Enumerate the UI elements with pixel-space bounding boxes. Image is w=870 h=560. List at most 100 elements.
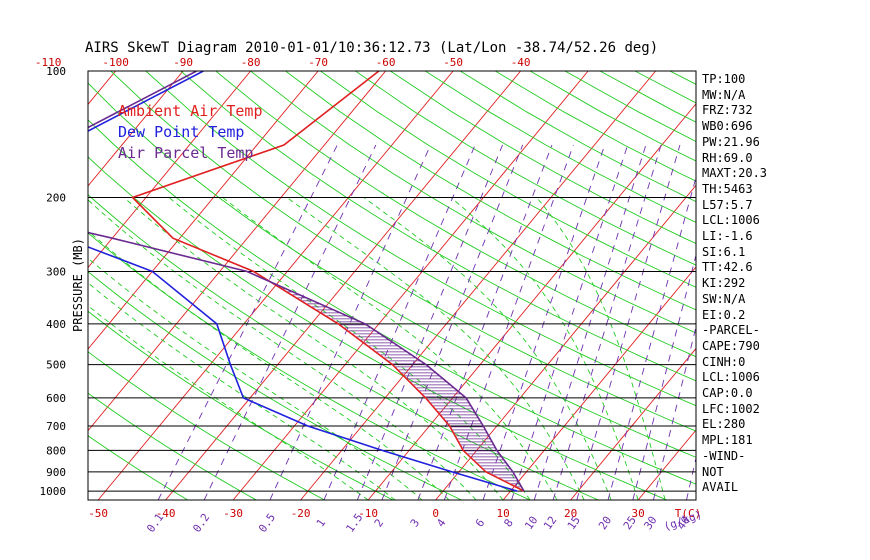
dry-adiabat-line xyxy=(285,71,696,311)
index-entry: L57:5.7 xyxy=(702,197,753,212)
dry-adiabat-line xyxy=(250,71,696,334)
dry-adiabat-line xyxy=(320,71,696,288)
mixing-ratio-line xyxy=(417,144,553,500)
plot-frame xyxy=(87,70,697,501)
x-tick-label: 20 xyxy=(564,507,577,520)
moist-adiabat-line xyxy=(123,197,504,500)
y-tick-label: 800 xyxy=(46,444,66,457)
index-entry: RH:69.0 xyxy=(702,150,753,165)
isotherm-line xyxy=(88,71,319,350)
mixing-ratio-label: 4 xyxy=(434,516,449,529)
mixing-ratio-line xyxy=(381,144,524,500)
dry-adiabat-line xyxy=(88,232,531,500)
moist-adiabat-line xyxy=(88,257,423,500)
legend-entry: Ambient Air Temp xyxy=(118,102,263,120)
x-top-tick-label: -100 xyxy=(102,56,129,69)
chart-title: AIRS SkewT Diagram 2010-01-01/10:36:12.7… xyxy=(85,40,658,56)
mixing-ratio-line xyxy=(552,144,662,500)
x-top-tick-label: -80 xyxy=(241,56,261,69)
moist-adiabat-line xyxy=(450,197,639,500)
index-entry: LCL:1006 xyxy=(702,370,760,385)
mixing-ratio-line xyxy=(533,144,647,500)
index-entry: KI:292 xyxy=(702,276,746,291)
x-top-tick-label: -60 xyxy=(376,56,396,69)
index-entry: CAP:0.0 xyxy=(702,386,753,401)
index-entry: LFC:1002 xyxy=(702,401,760,416)
index-entry: SW:N/A xyxy=(702,291,746,306)
dry-adiabat-line xyxy=(88,156,668,500)
dry-adiabat-line xyxy=(145,71,696,407)
dry-adiabat-line xyxy=(180,71,696,382)
isotherm-line xyxy=(435,184,696,500)
mixing-ratio-label: 15 xyxy=(565,514,583,532)
x-top-tick-label: -50 xyxy=(443,56,463,69)
mixing-ratio-label: 6 xyxy=(473,517,487,530)
index-entry: -WIND- xyxy=(702,448,746,463)
dry-adiabat-line xyxy=(88,351,325,500)
moist-adiabat-line xyxy=(536,197,666,500)
x-tick-label: -10 xyxy=(358,507,378,520)
mixing-ratio-label: 2 xyxy=(372,517,386,530)
index-entry: MAXT:20.3 xyxy=(702,166,768,181)
moist-adiabat-line xyxy=(222,197,558,500)
dry-adiabat-line xyxy=(88,310,394,500)
mixing-ratio-line xyxy=(511,144,629,500)
x-top-tick-label: -90 xyxy=(173,56,193,69)
dry-adiabat-line xyxy=(88,271,462,500)
mixing-ratio-label: 40 xyxy=(675,514,693,532)
y-tick-label: 300 xyxy=(46,265,66,278)
moist-adiabat-line xyxy=(88,282,396,500)
dry-adiabat-line xyxy=(88,392,257,500)
dry-adiabat-line xyxy=(110,71,696,432)
mixing-ratio-line xyxy=(203,144,377,500)
moist-adiabat-line xyxy=(88,305,369,500)
isotherm-line xyxy=(88,71,116,106)
x-top-tick-label: -40 xyxy=(511,56,531,69)
mixing-ratio-label: 20 xyxy=(596,514,614,532)
x-tick-label: 30 xyxy=(632,507,645,520)
y-tick-label: 500 xyxy=(46,359,66,372)
profile-lines xyxy=(88,71,525,492)
mixing-ratio-label: 3 xyxy=(408,517,422,530)
mixing-ratio-line xyxy=(576,144,681,500)
x-unit-label: T(C) xyxy=(675,507,702,520)
dry-adiabat-line xyxy=(88,82,696,458)
dry-adiabat-line xyxy=(88,435,188,500)
mixing-ratio-line xyxy=(632,253,696,500)
mixing-ratio-line xyxy=(607,175,696,500)
legend: Ambient Air Temp Dew Point Temp Air Parcel… xyxy=(118,102,263,162)
y-tick-label: 1000 xyxy=(40,485,67,498)
index-entry: TP:100 xyxy=(702,72,746,86)
x-tick-label: 0 xyxy=(432,507,439,520)
index-entry: CINH:0 xyxy=(702,354,746,369)
x-top-tick-label: -110 xyxy=(35,56,62,69)
y-tick-label: 600 xyxy=(46,392,66,405)
series-line xyxy=(88,71,518,492)
index-entry: EL:280 xyxy=(702,417,746,432)
mixing-ratio-label: 12 xyxy=(541,514,559,532)
isotherm-line xyxy=(0,71,48,500)
isotherm-line xyxy=(165,71,521,500)
y-tick-label: 100 xyxy=(46,65,66,78)
y-tick-label: 200 xyxy=(46,191,66,204)
index-entry: PW:21.96 xyxy=(702,134,760,149)
y-tick-label: 400 xyxy=(46,318,66,331)
mixing-ratio-label: 1 xyxy=(314,517,328,530)
index-entry: LCL:1006 xyxy=(702,213,760,228)
mixing-ratio-line xyxy=(356,144,503,500)
isotherm-line xyxy=(502,266,696,500)
moist-adiabat-line xyxy=(88,199,477,500)
isotherm-line xyxy=(88,71,184,187)
series-line xyxy=(131,71,525,492)
mixing-ratio-line xyxy=(323,144,476,500)
index-entry: MW:N/A xyxy=(702,87,746,102)
index-entry: AVAIL xyxy=(702,480,739,495)
mixing-ratio-line xyxy=(443,144,574,500)
x-tick-label: -40 xyxy=(156,507,176,520)
index-entry: EI:0.2 xyxy=(702,307,746,322)
x-tick-label: 10 xyxy=(497,507,510,520)
mixing-ratio-label: 10 xyxy=(522,514,540,532)
isotherm-line xyxy=(88,71,386,432)
x-tick-label: -30 xyxy=(223,507,243,520)
